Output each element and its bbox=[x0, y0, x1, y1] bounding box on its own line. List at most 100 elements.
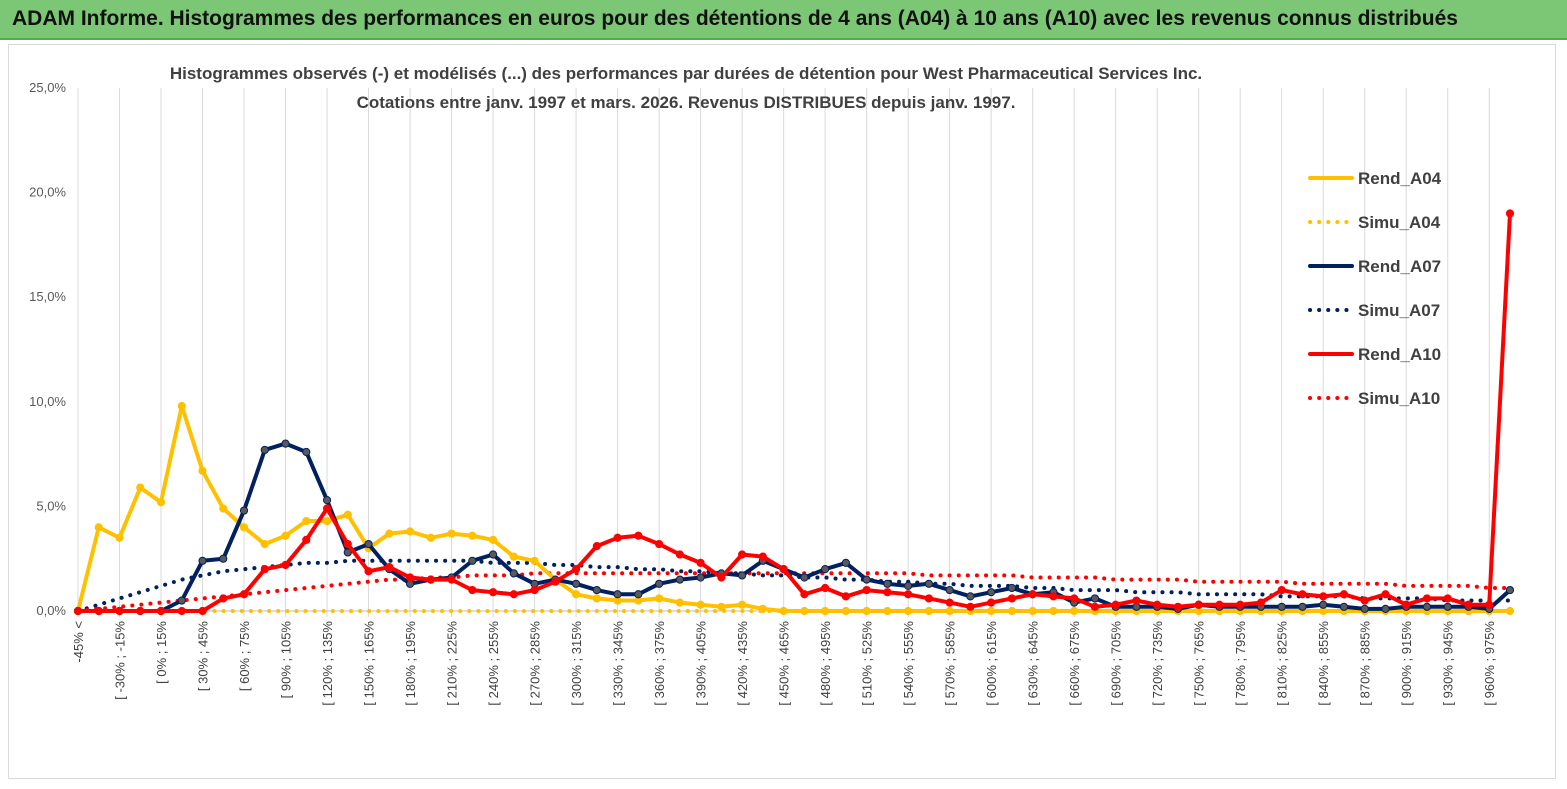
data-point bbox=[364, 567, 373, 576]
data-point bbox=[883, 588, 892, 597]
data-point bbox=[364, 539, 373, 549]
data-point bbox=[779, 606, 788, 616]
data-point bbox=[115, 533, 124, 542]
data-point bbox=[1215, 600, 1224, 609]
data-point bbox=[1339, 602, 1349, 611]
data-point bbox=[1070, 606, 1079, 616]
data-point bbox=[800, 573, 809, 582]
data-point bbox=[1007, 606, 1017, 616]
data-point bbox=[509, 552, 518, 561]
data-point bbox=[1402, 600, 1411, 609]
data-point bbox=[862, 585, 871, 595]
data-point bbox=[1277, 602, 1286, 611]
data-point bbox=[239, 523, 249, 532]
x-tick-label: [ 90% ; 105% bbox=[279, 621, 294, 699]
data-point bbox=[717, 573, 726, 582]
x-tick-label: [ 120% ; 135% bbox=[320, 621, 335, 706]
chart-title: Histogrammes observés (-) et modélisés (… bbox=[169, 64, 1203, 83]
legend-label: Rend_A10 bbox=[1358, 345, 1441, 364]
data-point bbox=[219, 594, 228, 603]
data-point bbox=[509, 590, 518, 599]
data-point bbox=[613, 533, 622, 542]
data-point bbox=[571, 579, 581, 588]
data-point bbox=[322, 496, 332, 505]
data-point bbox=[530, 556, 539, 565]
data-point bbox=[1007, 594, 1017, 603]
data-point bbox=[177, 401, 186, 411]
data-point bbox=[405, 573, 415, 582]
data-point bbox=[841, 606, 850, 616]
data-point bbox=[800, 606, 809, 616]
data-point bbox=[426, 533, 435, 542]
x-tick-label: [ 210% ; 225% bbox=[445, 621, 460, 706]
data-point bbox=[1319, 592, 1328, 601]
data-point bbox=[758, 552, 767, 561]
data-point bbox=[592, 542, 601, 551]
report-title: ADAM Informe. Histogrammes des performan… bbox=[12, 7, 1458, 30]
data-point bbox=[239, 590, 249, 599]
series-line-simu_a07 bbox=[76, 558, 1512, 613]
x-tick-label: [ 720% ; 735% bbox=[1150, 621, 1165, 706]
data-point bbox=[509, 569, 518, 578]
x-tick-label: [ 870% ; 885% bbox=[1358, 621, 1373, 706]
data-point bbox=[592, 585, 601, 595]
series-line-rend_a07 bbox=[76, 441, 1512, 613]
data-point bbox=[343, 539, 352, 549]
data-point bbox=[821, 565, 830, 574]
data-point bbox=[924, 594, 933, 603]
data-point bbox=[1132, 596, 1141, 605]
y-tick-label: 15,0% bbox=[29, 289, 66, 304]
data-point bbox=[1070, 594, 1079, 603]
data-point bbox=[488, 588, 498, 597]
y-tick-label: 0,0% bbox=[36, 603, 66, 618]
x-tick-label: [ 360% ; 375% bbox=[652, 621, 667, 706]
legend-label: Rend_A04 bbox=[1358, 169, 1442, 188]
data-point bbox=[634, 590, 643, 599]
data-point bbox=[551, 577, 560, 586]
legend-label: Simu_A10 bbox=[1358, 389, 1440, 408]
data-point bbox=[904, 581, 913, 590]
data-point bbox=[1505, 585, 1515, 595]
data-point bbox=[260, 539, 269, 549]
data-point bbox=[488, 550, 498, 559]
x-tick-label: [ 420% ; 435% bbox=[735, 621, 750, 706]
data-point bbox=[924, 579, 933, 588]
chart-subtitle: Cotations entre janv. 1997 et mars. 2026… bbox=[356, 93, 1016, 112]
data-point bbox=[758, 604, 767, 614]
y-tick-label: 25,0% bbox=[29, 80, 66, 95]
y-tick-label: 20,0% bbox=[29, 185, 66, 200]
data-point bbox=[177, 606, 186, 616]
data-point bbox=[343, 510, 352, 519]
data-point bbox=[260, 565, 269, 574]
data-point bbox=[1360, 596, 1369, 605]
x-tick-label: [ -30% ; -15% bbox=[113, 621, 128, 700]
data-point bbox=[1381, 590, 1390, 599]
legend-label: Simu_A07 bbox=[1358, 301, 1440, 320]
data-point bbox=[987, 606, 996, 616]
data-point bbox=[426, 575, 435, 584]
data-point bbox=[945, 606, 954, 616]
data-point bbox=[1173, 602, 1183, 611]
x-tick-label: [ 180% ; 195% bbox=[403, 621, 418, 706]
data-point bbox=[1007, 583, 1017, 593]
data-point bbox=[800, 590, 809, 599]
data-point bbox=[281, 531, 290, 540]
data-point bbox=[717, 602, 726, 611]
data-point bbox=[1319, 600, 1328, 609]
x-tick-label: [ 570% ; 585% bbox=[943, 621, 958, 706]
x-tick-label: [ 540% ; 555% bbox=[901, 621, 916, 706]
data-point bbox=[655, 594, 664, 603]
x-tick-label: [ 960% ; 975% bbox=[1482, 621, 1497, 706]
x-tick-label: [ 270% ; 285% bbox=[528, 621, 543, 706]
data-point bbox=[1194, 600, 1203, 609]
data-point bbox=[136, 483, 145, 492]
x-tick-label: [ 60% ; 75% bbox=[237, 621, 252, 692]
data-point bbox=[302, 535, 311, 544]
data-point bbox=[966, 602, 975, 611]
data-point bbox=[987, 588, 996, 597]
data-point bbox=[1464, 600, 1473, 609]
data-point bbox=[696, 558, 705, 567]
y-tick-label: 5,0% bbox=[36, 498, 66, 513]
data-point bbox=[219, 504, 228, 513]
x-tick-label: [ 630% ; 645% bbox=[1026, 621, 1041, 706]
